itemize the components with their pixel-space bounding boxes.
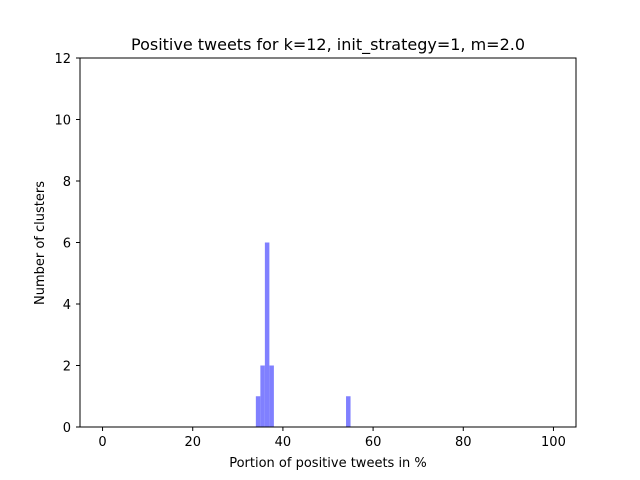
plot-area-frame: [79, 57, 577, 428]
chart-title: Positive tweets for k=12, init_strategy=…: [131, 35, 525, 55]
bars-group: [255, 242, 351, 427]
y-tick-label-3: 6: [63, 237, 71, 252]
y-tick-label-1: 2: [63, 360, 71, 375]
y-tick-label-2: 4: [63, 298, 71, 313]
x-tick-label-3: 60: [365, 435, 382, 450]
histogram-bar-1: [260, 365, 265, 427]
x-tick-label-2: 40: [275, 435, 292, 450]
y-tick-label-5: 10: [54, 114, 71, 129]
x-axis-ticks: 0 20 40 60 80 100: [98, 427, 566, 450]
y-axis-label: Number of clusters: [33, 181, 48, 305]
y-tick-label-4: 8: [63, 175, 71, 190]
x-axis-label: Portion of positive tweets in %: [229, 456, 427, 471]
histogram-bar-3: [269, 365, 274, 427]
histogram-bar-2: [264, 242, 270, 427]
y-tick-label-0: 0: [63, 421, 71, 436]
x-tick-label-1: 20: [184, 435, 201, 450]
y-tick-label-6: 12: [54, 52, 71, 67]
y-axis-ticks: 0 2 4 6 8 10 12: [54, 52, 80, 436]
x-tick-label-0: 0: [98, 435, 106, 450]
x-tick-label-4: 80: [455, 435, 472, 450]
x-tick-label-5: 100: [541, 435, 566, 450]
histogram-bar-0: [255, 396, 261, 427]
histogram-bar-4: [346, 396, 351, 427]
